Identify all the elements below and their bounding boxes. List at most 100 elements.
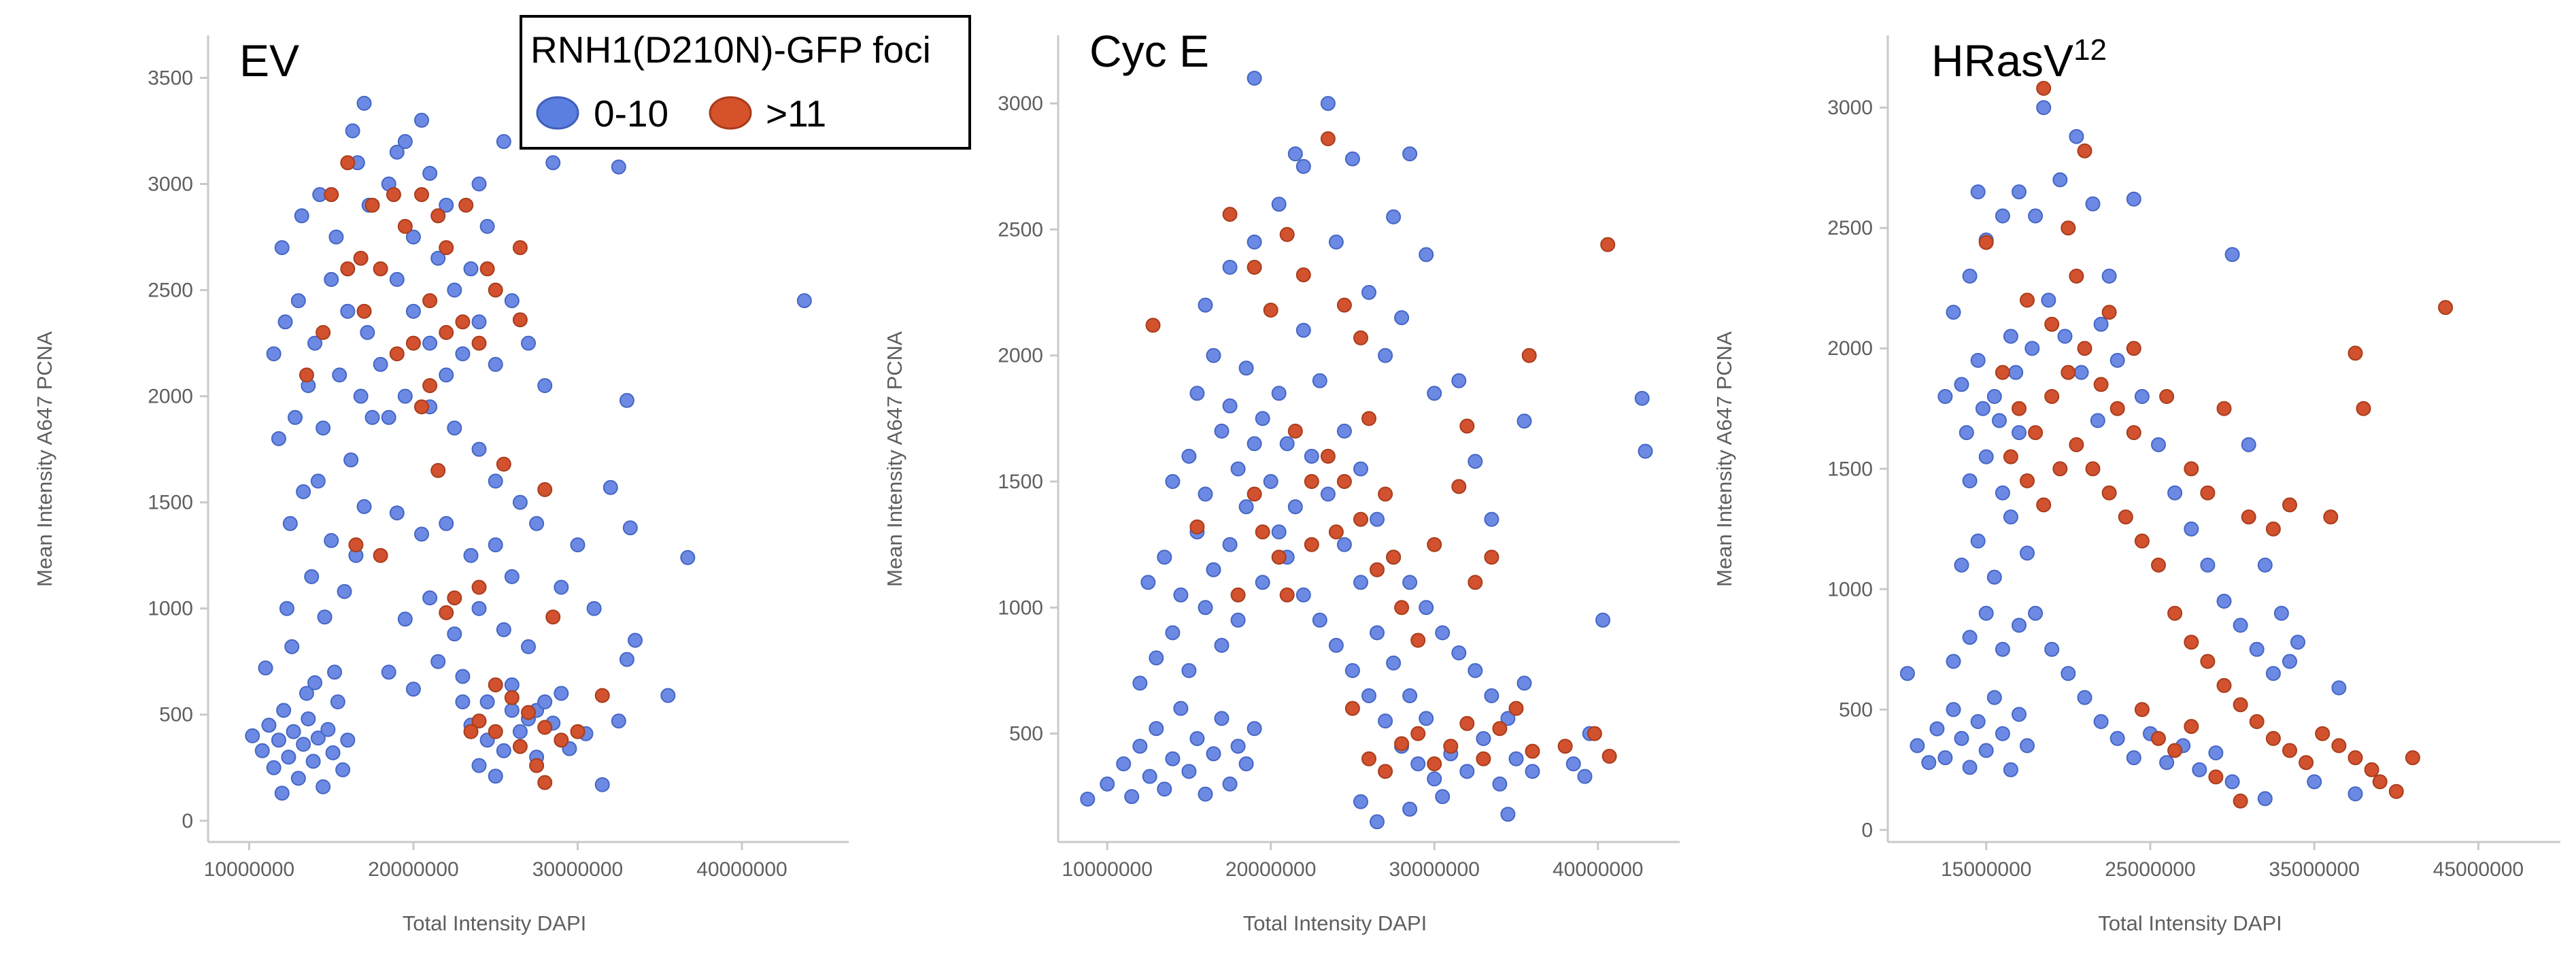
data-point xyxy=(2151,730,2166,746)
data-point xyxy=(1986,690,2002,705)
data-point xyxy=(389,271,405,287)
data-point xyxy=(360,324,375,340)
data-point xyxy=(1962,473,1978,488)
data-point xyxy=(1247,721,1262,737)
y-tick-label: 2000 xyxy=(998,345,1043,367)
data-point xyxy=(1336,423,1352,439)
x-tick-label: 10000000 xyxy=(204,858,294,881)
series-low xyxy=(1080,71,1653,830)
y-tick-label: 0 xyxy=(182,810,193,832)
data-point xyxy=(2020,738,2035,754)
data-point xyxy=(521,335,536,351)
data-point xyxy=(1247,436,1262,452)
data-point xyxy=(1304,537,1319,552)
data-point xyxy=(2041,292,2056,308)
y-axis-title: Mean Intensity A647 PCNA xyxy=(33,331,56,587)
legend-marker-low xyxy=(536,96,579,130)
data-point xyxy=(1970,352,1986,368)
data-point xyxy=(1145,318,1161,333)
data-point xyxy=(1080,792,1096,807)
data-point xyxy=(1978,449,1994,465)
data-point xyxy=(1970,714,1986,729)
y-tick-label: 1000 xyxy=(998,596,1043,619)
data-point xyxy=(488,282,503,298)
data-point xyxy=(1271,524,1287,540)
data-point xyxy=(1230,461,1246,477)
data-point xyxy=(1427,537,1442,552)
data-point xyxy=(340,155,356,171)
data-point xyxy=(1557,739,1573,754)
data-point xyxy=(1910,738,1925,754)
data-point xyxy=(2109,730,2125,746)
data-point xyxy=(245,728,260,743)
data-point xyxy=(277,314,293,330)
data-point xyxy=(1320,486,1336,502)
x-axis-title: Total Intensity DAPI xyxy=(2098,911,2282,935)
data-point xyxy=(2233,697,2248,713)
data-point xyxy=(1255,575,1270,590)
data-point xyxy=(1344,663,1360,678)
data-point xyxy=(356,95,372,111)
data-point xyxy=(2101,269,2117,284)
data-point xyxy=(422,335,438,351)
data-point xyxy=(2126,750,2141,766)
data-point xyxy=(2249,641,2265,657)
data-point xyxy=(2126,425,2141,441)
data-point xyxy=(1132,739,1148,754)
y-tick-label: 0 xyxy=(1861,819,1873,841)
data-point xyxy=(455,694,471,709)
y-tick-label: 3000 xyxy=(1827,97,1873,119)
data-point xyxy=(340,261,356,277)
data-point xyxy=(1587,726,1602,741)
data-point xyxy=(1287,499,1303,515)
data-point xyxy=(471,601,487,616)
data-point xyxy=(496,134,511,150)
x-axis-title: Total Intensity DAPI xyxy=(1243,911,1427,935)
data-point xyxy=(521,639,536,654)
data-point xyxy=(2233,618,2248,633)
data-point xyxy=(254,743,270,758)
data-point xyxy=(2323,509,2339,525)
y-tick-label: 500 xyxy=(1009,723,1043,745)
data-point xyxy=(1181,663,1197,678)
data-point xyxy=(2224,247,2240,263)
legend: RNH1(D210N)-GFP foci 0-10 >11 xyxy=(520,15,971,150)
data-point xyxy=(1986,569,2002,585)
data-point xyxy=(2282,497,2297,513)
data-point xyxy=(458,197,474,213)
data-point xyxy=(2012,707,2027,722)
data-point xyxy=(2061,666,2076,681)
data-point xyxy=(1970,533,1986,549)
data-point xyxy=(439,516,454,531)
data-point xyxy=(2101,305,2117,320)
data-point xyxy=(1521,348,1537,363)
data-point xyxy=(496,456,511,472)
data-point xyxy=(1222,398,1238,414)
data-point xyxy=(1978,235,1994,250)
data-point xyxy=(2151,557,2166,573)
data-point xyxy=(1279,436,1295,452)
data-point xyxy=(2008,365,2024,380)
data-point xyxy=(2331,680,2347,696)
data-point xyxy=(1419,600,1434,616)
data-point xyxy=(521,705,536,720)
data-point xyxy=(316,420,331,436)
data-point xyxy=(2184,635,2199,650)
data-point xyxy=(1500,711,1516,726)
legend-marker-high xyxy=(709,96,752,130)
data-point xyxy=(570,724,586,739)
data-point xyxy=(2069,437,2084,452)
data-point xyxy=(2024,341,2040,356)
data-point xyxy=(1271,197,1287,212)
data-point xyxy=(1435,625,1451,641)
data-point xyxy=(537,720,553,735)
data-point xyxy=(1295,158,1311,174)
data-point xyxy=(1320,131,1336,146)
series-low xyxy=(245,95,812,801)
data-point xyxy=(1394,736,1410,752)
x-tick-label: 30000000 xyxy=(532,858,623,881)
data-point xyxy=(504,293,520,309)
data-point xyxy=(422,378,438,393)
data-point xyxy=(1198,297,1213,313)
data-point xyxy=(2233,793,2248,809)
